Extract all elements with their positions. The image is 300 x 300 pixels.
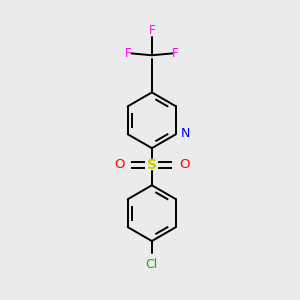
Text: N: N — [181, 127, 190, 140]
Text: O: O — [114, 158, 125, 171]
Text: O: O — [179, 158, 189, 171]
Text: F: F — [125, 47, 131, 60]
Text: F: F — [148, 24, 155, 37]
Text: Cl: Cl — [146, 258, 158, 271]
Text: S: S — [147, 158, 157, 172]
Text: F: F — [172, 47, 179, 60]
